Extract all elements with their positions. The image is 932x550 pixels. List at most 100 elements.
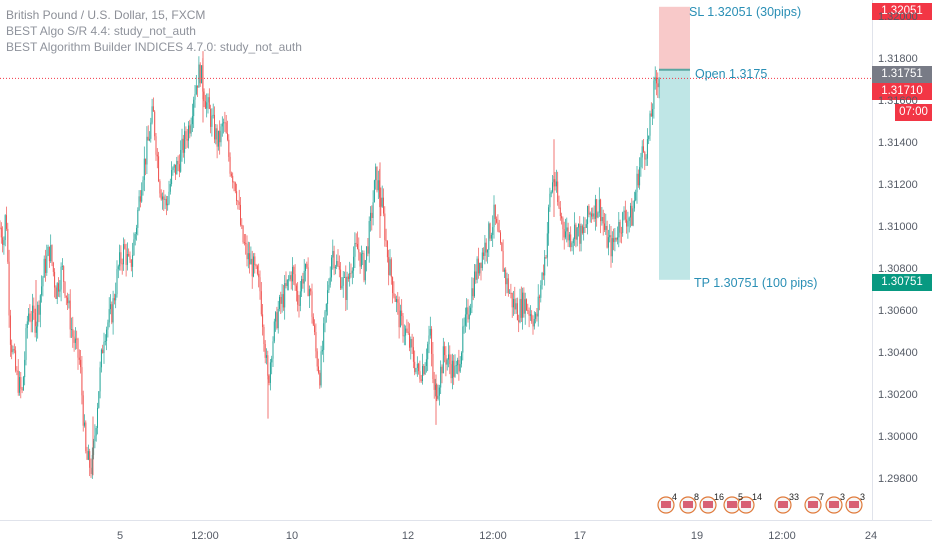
event-flag-icon[interactable]: [825, 496, 843, 514]
candle-body: [54, 271, 56, 288]
candle-body: [94, 435, 96, 442]
candle-body: [76, 338, 78, 340]
candle-body: [597, 212, 599, 218]
candle-body: [422, 366, 423, 382]
candle-body: [539, 296, 540, 298]
candle-body: [193, 99, 195, 117]
candle-body: [429, 328, 431, 336]
legend-indicator-1: BEST Algo S/R 4.4: study_not_auth: [6, 24, 196, 38]
candle-body: [610, 235, 612, 257]
candle-body: [310, 289, 312, 292]
candle-body: [368, 221, 370, 254]
candle-body: [372, 202, 374, 218]
candle-body: [362, 253, 364, 255]
candle-body: [463, 325, 465, 327]
candle-body: [120, 252, 122, 264]
candle-body: [307, 267, 309, 297]
candle-body: [55, 287, 57, 299]
candle-body: [380, 197, 382, 207]
candle-body: [245, 242, 247, 244]
candle-body: [554, 179, 556, 187]
event-flag-icon[interactable]: [699, 496, 717, 514]
event-flag-icon[interactable]: [774, 496, 792, 514]
candle-body: [591, 213, 592, 217]
candle-body: [158, 156, 160, 182]
candle-body: [164, 199, 166, 200]
candle-body: [606, 225, 608, 248]
candle-body: [195, 85, 197, 95]
candle-body: [459, 364, 461, 372]
candle-body: [537, 296, 539, 317]
candle-body: [139, 196, 141, 202]
candle-body: [186, 139, 188, 141]
candle-body: [233, 182, 235, 184]
candle-body: [308, 289, 310, 297]
candle-body: [268, 375, 270, 383]
candle-body: [171, 170, 173, 185]
candle-body: [11, 344, 13, 353]
event-flag-icon[interactable]: [804, 496, 822, 514]
candle-body: [377, 180, 379, 191]
candle-body: [526, 299, 527, 311]
candle-body: [220, 126, 222, 143]
candle-body: [297, 290, 299, 305]
candle-body: [7, 228, 9, 262]
candle-body: [81, 367, 83, 396]
candle-body: [176, 160, 178, 175]
candle-body: [160, 193, 162, 200]
candle-body: [147, 136, 149, 141]
candle-body: [523, 292, 525, 314]
event-count-label: 7: [819, 492, 825, 502]
candle-body: [644, 151, 646, 160]
candle-body: [47, 246, 49, 256]
candle-body: [273, 321, 275, 342]
candle-body: [653, 80, 655, 110]
candle-body: [514, 298, 516, 310]
event-flag-icon[interactable]: [657, 496, 675, 514]
candle-body: [572, 239, 574, 244]
price-tick-label: 1.31800: [878, 52, 918, 65]
candle-body: [305, 263, 306, 271]
candle-body: [128, 254, 130, 256]
candle-body: [519, 298, 521, 323]
candle-body: [419, 371, 421, 380]
candle-body: [490, 234, 492, 239]
time-tick-label: 12:00: [479, 530, 507, 542]
event-flag-icon[interactable]: [845, 496, 863, 514]
candle-body: [528, 310, 530, 316]
candle-body: [507, 278, 509, 293]
candle-body: [370, 212, 371, 222]
candle-body: [349, 272, 351, 279]
candle-body: [449, 354, 451, 365]
candle-body: [136, 227, 137, 235]
event-flag-icon[interactable]: [737, 496, 755, 514]
candle-body: [154, 111, 156, 137]
price-tick-label: 1.31200: [878, 178, 918, 191]
candle-body: [177, 160, 179, 165]
candle-body: [598, 199, 600, 213]
candle-body: [173, 164, 175, 168]
candle-body: [583, 227, 585, 234]
candle-body: [87, 451, 89, 460]
candle-body: [403, 335, 405, 337]
candle-body: [415, 367, 417, 373]
last-price-tag: 1.31710: [872, 83, 932, 100]
candle-body: [253, 256, 254, 277]
candle-body: [91, 455, 93, 474]
candle-body: [654, 77, 656, 81]
candle-body: [142, 180, 144, 191]
candle-body: [529, 314, 531, 316]
candle-body: [566, 227, 568, 232]
event-count-label: 14: [752, 492, 763, 502]
candle-body: [4, 215, 6, 240]
candle-body: [277, 308, 279, 329]
event-flag-icon[interactable]: [679, 496, 697, 514]
candle-body: [225, 122, 227, 134]
candle-body: [21, 388, 23, 391]
candle-body: [0, 227, 2, 238]
candle-body: [594, 199, 596, 219]
candle-body: [602, 216, 604, 224]
candle-body: [409, 333, 410, 348]
